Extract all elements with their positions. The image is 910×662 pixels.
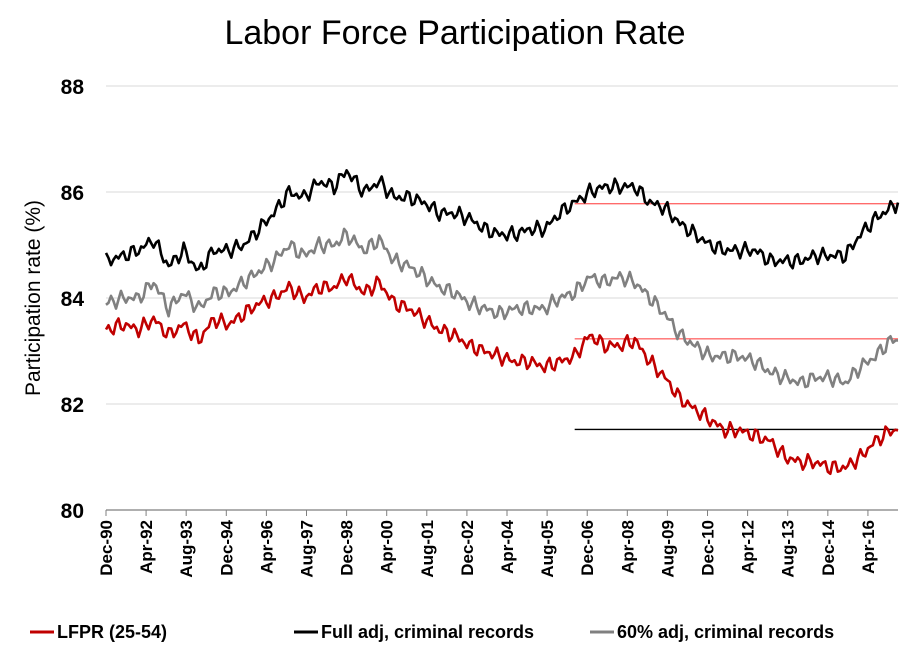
y-axis-label: Participation rate (%) [22, 200, 45, 396]
x-tick-label: Dec-14 [819, 519, 838, 575]
y-tick-label: 82 [61, 394, 84, 417]
series-layer [104, 169, 900, 476]
x-tick-label: Apr-96 [257, 520, 276, 574]
x-tick-label: Apr-04 [498, 519, 517, 573]
x-tick-label: Apr-92 [137, 520, 156, 574]
series-line-1 [104, 169, 900, 272]
x-tick-label: Dec-94 [217, 519, 236, 575]
x-tick-label: Aug-93 [177, 520, 196, 578]
series-line-0 [104, 273, 899, 476]
y-tick-label: 80 [61, 500, 84, 523]
grid-layer [106, 85, 898, 405]
axis-layer: 80 82 84 86 88 Dec-90 Apr-92 Aug-93 Dec-94 Apr-96… [61, 76, 898, 578]
legend-label: LFPR (25-54) [57, 622, 167, 642]
y-tick-label: 84 [61, 288, 85, 311]
x-tick-label: Dec-10 [699, 520, 718, 576]
y-tick-label: 86 [61, 182, 84, 205]
x-tick-label: Aug-09 [658, 520, 677, 578]
y-tick-label: 88 [61, 76, 85, 99]
series-line-2 [105, 227, 899, 389]
x-tick-label: Dec-90 [97, 520, 116, 576]
chart-title: Labor Force Participation Rate [224, 14, 686, 52]
legend-label: Full adj, criminal records [321, 622, 534, 642]
x-tick-label: Apr-08 [618, 520, 637, 574]
reference-lines [574, 202, 898, 431]
x-tick-label: Dec-06 [578, 520, 597, 576]
x-tick-label: Apr-12 [739, 520, 758, 574]
legend: LFPR (25-54) Full adj, criminal records 60… [30, 622, 834, 642]
x-tick-label: Aug-05 [538, 520, 557, 578]
legend-label: 60% adj, criminal records [617, 622, 834, 642]
x-tick-label: Dec-98 [338, 520, 357, 576]
x-tick-label: Apr-00 [378, 520, 397, 574]
x-tick-label: Aug-13 [779, 520, 798, 578]
x-tick-label: Apr-16 [859, 520, 878, 574]
x-tick-label: Aug-97 [297, 520, 316, 578]
x-tick-label: Aug-01 [418, 520, 437, 578]
x-tick-label: Dec-02 [458, 520, 477, 576]
